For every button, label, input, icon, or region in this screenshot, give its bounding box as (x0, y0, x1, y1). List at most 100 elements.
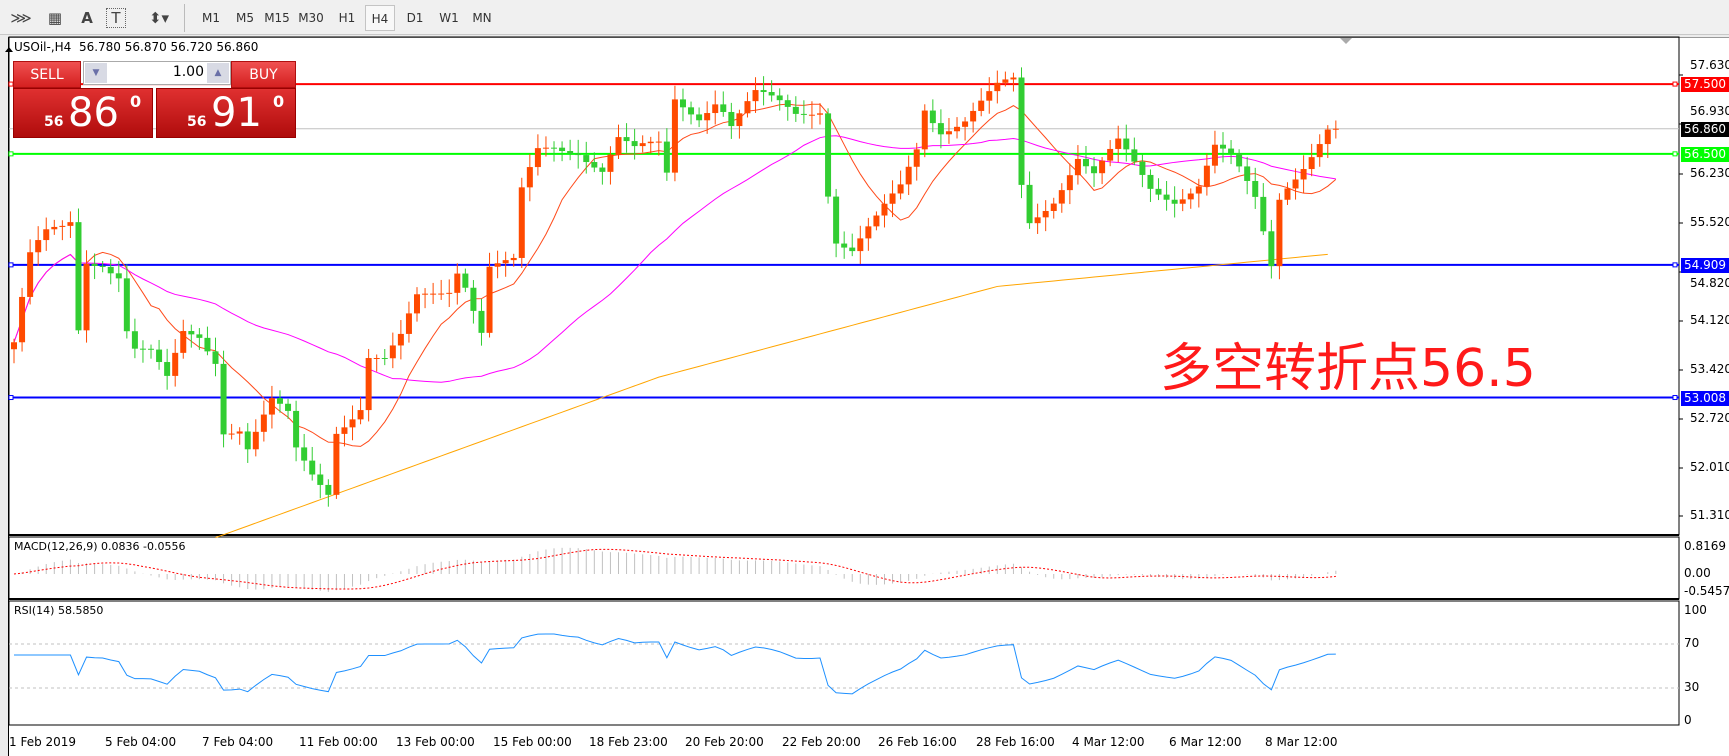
candle-body (913, 149, 920, 167)
candle-body (1308, 157, 1315, 170)
macd-pane-border (8, 536, 1680, 600)
macd-tick-label: 0.00 (1684, 566, 1711, 580)
candle-body (663, 141, 670, 173)
buy-price[interactable]: 56 91 0 (156, 88, 296, 138)
candle-body (268, 398, 275, 415)
candle-body (357, 410, 364, 420)
timeframe-mn[interactable]: MN (472, 11, 492, 25)
candle-body (1155, 188, 1162, 195)
candle-body (1211, 144, 1218, 166)
level-handle (1672, 81, 1678, 87)
candle-body (760, 90, 767, 93)
time-axis-label: 1 Feb 2019 (9, 735, 77, 749)
sell-price-fraction: 0 (130, 92, 142, 111)
candle-body (1220, 144, 1226, 149)
candle-body (494, 263, 501, 267)
text-label-icon[interactable]: T (106, 8, 126, 28)
text-icon[interactable]: A (81, 9, 93, 27)
candle-body (978, 100, 985, 111)
candle-body (1195, 186, 1202, 194)
candle-body (397, 333, 404, 346)
candle-body (1002, 79, 1009, 83)
rsi-pane-border (8, 600, 1680, 726)
candle-body (502, 260, 509, 264)
candle-body (260, 414, 267, 432)
candle-body (1147, 174, 1154, 189)
sell-price[interactable]: 56 86 0 (13, 88, 153, 138)
candle-body (252, 431, 259, 450)
candle-body (405, 313, 412, 334)
fibonacci-fan-icon[interactable]: ⋙ (10, 9, 32, 27)
sell-button[interactable]: SELL (13, 61, 81, 88)
candle-body (414, 294, 420, 314)
price-tick-label: 52.010 (1690, 460, 1729, 474)
timeframe-m5[interactable]: M5 (236, 11, 254, 25)
chart-window (0, 35, 1729, 756)
timeframe-d1[interactable]: D1 (406, 11, 424, 25)
candle-body (27, 252, 34, 297)
candle-body (1050, 203, 1057, 211)
candle-body (825, 113, 832, 197)
collapse-triangle-icon[interactable] (4, 44, 14, 54)
one-click-trading-panel: SELL ▼ 1.00 ▲ BUY 56 86 0 56 91 0 (13, 61, 296, 138)
candle-body (833, 196, 840, 244)
rsi-label: RSI(14) 58.5850 (14, 604, 104, 617)
candle-body (1316, 144, 1323, 158)
candle-body (784, 100, 791, 107)
timeframe-h4[interactable]: H4 (365, 5, 395, 31)
candle-body (156, 349, 163, 363)
candle-body (333, 433, 340, 495)
lot-increase-button[interactable]: ▲ (207, 63, 229, 83)
timeframe-m1[interactable]: M1 (202, 11, 220, 25)
macd-signal-line (13, 548, 1336, 590)
timeframe-m15[interactable]: M15 (264, 11, 290, 25)
buy-button[interactable]: BUY (231, 61, 296, 88)
candle-body (1244, 166, 1251, 181)
candle-body (381, 357, 388, 359)
lot-value[interactable]: 1.00 (172, 64, 204, 80)
candle-body (615, 137, 622, 155)
candle-body (639, 143, 646, 147)
price-level-label: 56.860 (1681, 121, 1729, 137)
lot-decrease-button[interactable]: ▼ (85, 63, 107, 83)
candle-body (881, 203, 888, 216)
candle-body (1099, 160, 1106, 174)
candle-body (954, 126, 961, 132)
candle-body (107, 266, 114, 274)
candle-body (293, 410, 300, 448)
candle-body (559, 147, 566, 152)
candle-body (986, 91, 993, 101)
candle-body (309, 460, 316, 475)
candle-body (970, 110, 977, 122)
timeframe-w1[interactable]: W1 (439, 11, 459, 25)
candle-body (647, 141, 654, 144)
time-axis-label: 6 Mar 12:00 (1169, 735, 1242, 749)
fibonacci-grid-icon[interactable]: ▦ (47, 9, 63, 27)
candle-body (607, 154, 614, 172)
time-axis-label: 15 Feb 00:00 (493, 735, 572, 749)
candle-body (486, 266, 493, 333)
arrows-dropdown-icon[interactable]: ⬍▾ (148, 9, 170, 27)
macd-tick-label: 0.8169 (1684, 539, 1726, 553)
candle-body (35, 240, 42, 253)
level-handle (8, 395, 14, 401)
timeframe-h1[interactable]: H1 (338, 11, 356, 25)
price-tick-label: 54.820 (1690, 276, 1729, 290)
price-tick-label: 55.520 (1690, 215, 1729, 229)
annotation-text[interactable]: 多空转折点56.5 (1160, 339, 1536, 399)
candle-body (115, 273, 122, 279)
timeframe-m30[interactable]: M30 (298, 11, 324, 25)
candle-body (99, 265, 106, 267)
lot-size-input[interactable]: ▼ 1.00 ▲ (83, 61, 231, 85)
sell-price-pips: 86 (68, 90, 119, 136)
candle-body (1066, 175, 1073, 191)
candle-body (373, 357, 380, 359)
candle-body (591, 162, 598, 168)
candle-body (994, 82, 1001, 92)
candle-body (679, 99, 686, 108)
price-tick-label: 57.630 (1690, 58, 1729, 72)
time-axis-label: 22 Feb 20:00 (782, 735, 861, 749)
price-tick-label: 51.310 (1690, 508, 1729, 522)
candle-body (1260, 196, 1267, 232)
